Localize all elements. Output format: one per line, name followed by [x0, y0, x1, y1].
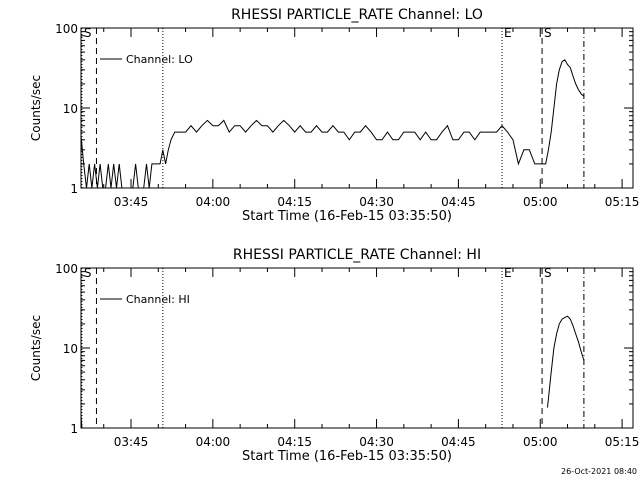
y-tick-label: 100	[55, 262, 78, 276]
x-tick-label: 04:45	[441, 435, 476, 449]
x-tick-label: 05:15	[605, 195, 640, 209]
x-tick-label: 04:45	[441, 195, 476, 209]
legend-label: Channel: LO	[126, 53, 193, 66]
data-series-line	[80, 413, 83, 429]
panel-lo: RHESSI PARTICLE_RATE Channel: LO 1 10 100 03…	[29, 7, 639, 224]
x-tick-label: 04:15	[277, 435, 312, 449]
event-marker-label: S	[544, 26, 552, 40]
x-tick-label: 04:30	[359, 435, 394, 449]
event-marker-label: S	[84, 266, 92, 280]
y-tick-label: 1	[70, 422, 78, 436]
x-tick-label: 04:00	[196, 195, 231, 209]
x-tick-label: 05:00	[523, 435, 558, 449]
x-tick-label: 03:45	[114, 435, 149, 449]
data-series-line	[547, 315, 585, 408]
chart-title: RHESSI PARTICLE_RATE Channel: HI	[233, 247, 481, 263]
x-axis-label: Start Time (16-Feb-15 03:35:50)	[242, 449, 452, 464]
y-axis-label: Counts/sec	[29, 75, 43, 141]
x-tick-label: 05:00	[523, 195, 558, 209]
y-tick-label: 10	[63, 342, 78, 356]
plot-frame	[80, 267, 634, 429]
x-tick-label: 04:15	[277, 195, 312, 209]
y-tick-label: 1	[70, 182, 78, 196]
y-tick-label: 10	[63, 102, 78, 116]
event-marker-label: S	[84, 26, 92, 40]
event-marker-label: E	[504, 266, 512, 280]
event-marker-label: E	[504, 26, 512, 40]
data-series-line	[80, 59, 585, 189]
chart-title: RHESSI PARTICLE_RATE Channel: LO	[231, 7, 483, 23]
y-tick-label: 100	[55, 22, 78, 36]
x-tick-label: 04:30	[359, 195, 394, 209]
x-tick-label: 05:15	[605, 435, 640, 449]
x-axis-label: Start Time (16-Feb-15 03:35:50)	[242, 209, 452, 224]
footer-timestamp: 26-Oct-2021 08:40	[561, 467, 637, 476]
plot-frame	[80, 27, 634, 189]
x-tick-label: 04:00	[196, 435, 231, 449]
panel-hi: RHESSI PARTICLE_RATE Channel: HI 1 10 100 03…	[29, 247, 639, 464]
event-marker-label: S	[544, 266, 552, 280]
x-tick-label: 03:45	[114, 195, 149, 209]
legend-label: Channel: HI	[126, 293, 190, 306]
y-axis-label: Counts/sec	[29, 315, 43, 381]
